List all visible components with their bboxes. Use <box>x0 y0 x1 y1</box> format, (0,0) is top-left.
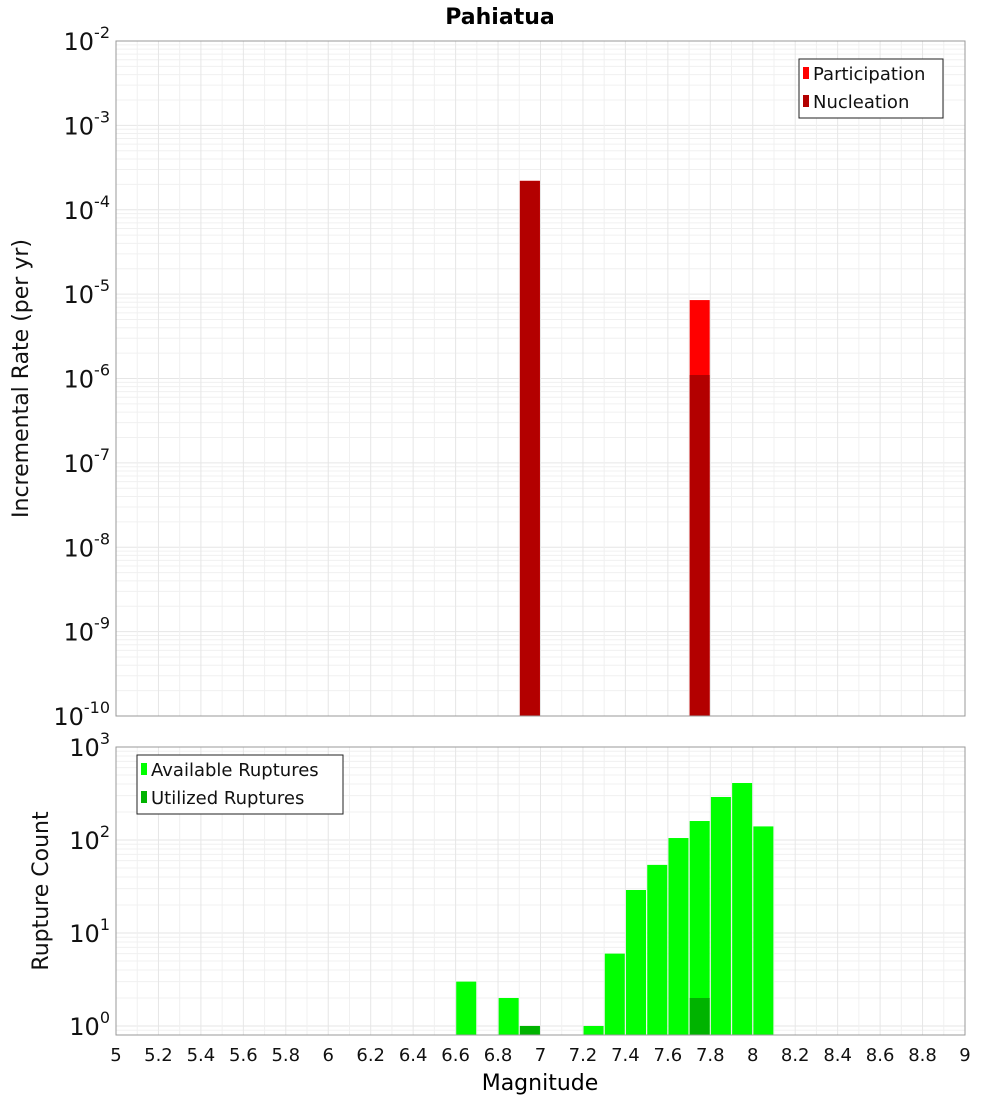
bar-available-ruptures <box>732 783 753 1035</box>
bar-nucleation <box>519 180 540 716</box>
x-tick-label: 7.2 <box>569 1045 598 1066</box>
y-tick-label: 10-4 <box>64 192 111 225</box>
x-tick-label: 7.8 <box>696 1045 725 1066</box>
y-tick-base: 10 <box>64 28 95 56</box>
legend-label: Utilized Ruptures <box>151 788 304 809</box>
y-tick-exponent: -4 <box>94 192 110 211</box>
y-tick-label: 10-6 <box>64 361 111 394</box>
y-tick-exponent: -3 <box>94 107 110 126</box>
y-tick-base: 10 <box>64 281 95 309</box>
x-tick-label: 7.4 <box>611 1045 640 1066</box>
x-tick-label: 5.6 <box>229 1045 258 1066</box>
bar-available-ruptures <box>456 981 477 1035</box>
legend-swatch <box>803 95 809 107</box>
y-tick-label: 101 <box>69 915 110 948</box>
y-tick-exponent: -7 <box>94 445 110 464</box>
y-tick-label: 100 <box>69 1008 110 1041</box>
bar-available-ruptures <box>668 838 689 1035</box>
legend-swatch <box>141 791 147 803</box>
y-tick-label: 10-9 <box>64 614 111 647</box>
x-axis-label: Magnitude <box>482 1071 599 1096</box>
y-tick-base: 10 <box>64 534 95 562</box>
x-tick-label: 6 <box>323 1045 334 1066</box>
plot-border <box>115 40 966 717</box>
x-tick-label: 8.2 <box>781 1045 810 1066</box>
y-tick-exponent: -5 <box>94 276 110 295</box>
legend-swatch <box>141 763 147 775</box>
y-axis-label: Incremental Rate (per yr) <box>9 239 34 518</box>
y-tick-base: 10 <box>69 920 100 948</box>
legend-label: Nucleation <box>813 92 909 113</box>
y-tick-label: 10-10 <box>53 698 110 731</box>
y-axis-label: Rupture Count <box>29 811 54 971</box>
x-tick-label: 6.2 <box>356 1045 385 1066</box>
x-tick-label: 5.2 <box>144 1045 173 1066</box>
x-tick-label: 5.4 <box>187 1045 216 1066</box>
x-tick-label: 5 <box>110 1045 121 1066</box>
y-tick-exponent: -8 <box>94 529 110 548</box>
y-tick-base: 10 <box>64 619 95 647</box>
legend-box <box>136 754 344 815</box>
plot-border <box>115 746 966 1036</box>
y-tick-label: 10-3 <box>64 107 111 140</box>
bar-utilized-ruptures <box>519 1025 540 1035</box>
y-tick-base: 10 <box>64 112 95 140</box>
y-tick-base: 10 <box>69 1013 100 1041</box>
x-tick-label: 8.8 <box>908 1045 937 1066</box>
bar-available-ruptures <box>710 796 731 1035</box>
y-tick-base: 10 <box>69 734 100 762</box>
x-tick-label: 5.8 <box>271 1045 300 1066</box>
chart-title: Pahiatua <box>445 5 554 30</box>
bar-nucleation <box>689 375 710 716</box>
bar-utilized-ruptures <box>689 997 710 1035</box>
x-tick-label: 7 <box>535 1045 546 1066</box>
top-panel: 10-210-310-410-510-610-710-810-910-10Inc… <box>9 23 966 731</box>
y-tick-base: 10 <box>64 197 95 225</box>
legend-box <box>798 58 944 119</box>
y-tick-label: 102 <box>69 822 110 855</box>
bar-available-ruptures <box>626 889 647 1035</box>
y-tick-exponent: 2 <box>100 822 110 841</box>
y-tick-label: 10-5 <box>64 276 111 309</box>
bar-available-ruptures <box>498 997 519 1035</box>
y-tick-label: 10-8 <box>64 529 111 562</box>
x-tick-label: 8.4 <box>823 1045 852 1066</box>
legend-swatch <box>803 67 809 79</box>
y-tick-label: 10-7 <box>64 445 111 478</box>
y-tick-exponent: -6 <box>94 361 110 380</box>
y-tick-exponent: -9 <box>94 614 110 633</box>
legend-label: Available Ruptures <box>151 760 319 781</box>
legend-label: Participation <box>813 64 925 85</box>
y-tick-exponent: -2 <box>94 23 110 42</box>
x-tick-label: 7.6 <box>654 1045 683 1066</box>
x-tick-label: 8 <box>747 1045 758 1066</box>
x-tick-label: 6.4 <box>399 1045 428 1066</box>
y-tick-exponent: 0 <box>100 1008 110 1027</box>
y-tick-base: 10 <box>64 450 95 478</box>
y-tick-label: 10-2 <box>64 23 111 56</box>
y-tick-base: 10 <box>69 827 100 855</box>
y-tick-label: 103 <box>69 729 110 762</box>
bar-available-ruptures <box>583 1025 604 1035</box>
bar-available-ruptures <box>753 826 774 1035</box>
y-tick-exponent: 3 <box>100 729 110 748</box>
y-tick-base: 10 <box>53 703 84 731</box>
bar-available-ruptures <box>689 821 710 1035</box>
bar-available-ruptures <box>647 864 668 1035</box>
y-tick-base: 10 <box>64 366 95 394</box>
x-tick-label: 6.6 <box>441 1045 470 1066</box>
bar-available-ruptures <box>604 953 625 1035</box>
x-tick-label: 6.8 <box>484 1045 513 1066</box>
x-tick-label: 8.6 <box>866 1045 895 1066</box>
y-tick-exponent: -10 <box>84 698 110 717</box>
x-tick-label: 9 <box>959 1045 970 1066</box>
y-tick-exponent: 1 <box>100 915 110 934</box>
x-axis: 5 5.2 5.4 5.6 5.8 6 6.2 6.4 6.6 6.8 7 7.2 7.4 7.6 7.8 8… <box>110 1045 970 1066</box>
